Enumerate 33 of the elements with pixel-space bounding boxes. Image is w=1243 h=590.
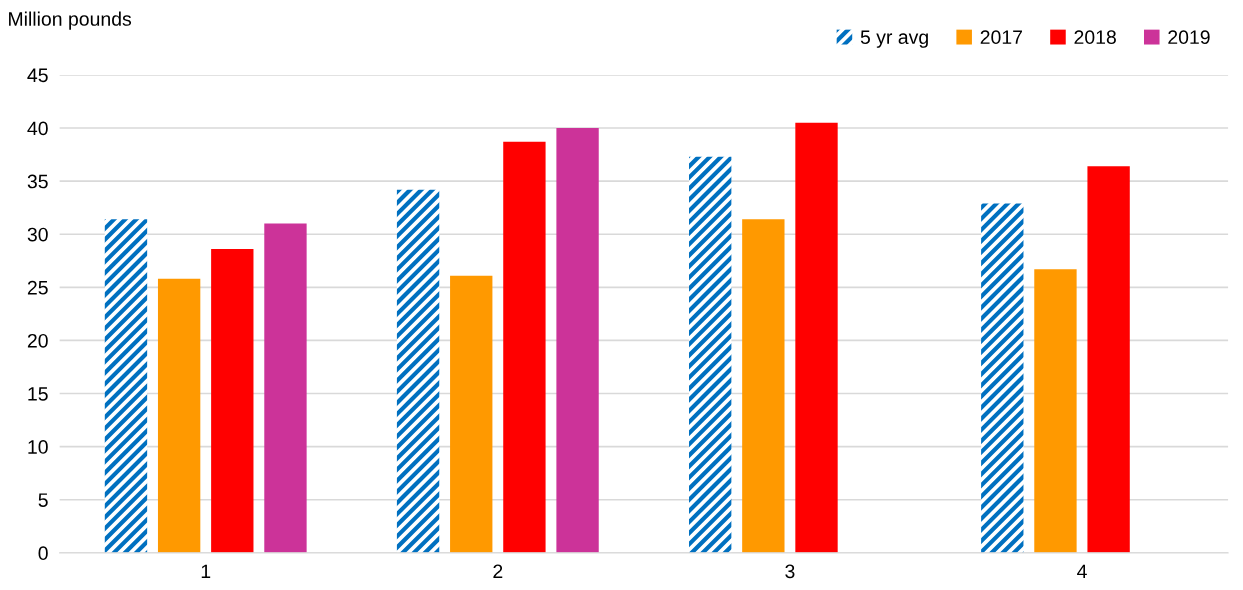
legend-label: 5 yr avg [860,30,928,48]
legend-label: 2018 [1074,30,1116,45]
legend-label: 2017 [980,30,1022,45]
x-tick-label: 4 [1077,564,1087,579]
bar [503,141,546,553]
y-tick-label: 10 [28,440,48,454]
y-tick-label: 25 [27,280,48,295]
bar [211,249,254,553]
y-tick-label: 5 [38,493,48,507]
legend-label: 2019 [1168,30,1210,45]
bar [450,275,493,553]
bar [556,128,599,553]
bar [1034,269,1077,553]
bar [742,219,785,553]
y-tick-label: 20 [27,333,48,348]
bar [157,278,201,553]
y-tick-label: 45 [27,68,48,83]
bar [795,122,838,553]
y-tick-label: 15 [28,387,48,401]
y-tick-label: 30 [27,227,48,242]
x-tick-label: 3 [785,564,795,579]
bar [264,223,307,553]
bar [1087,166,1130,553]
bar [396,189,440,553]
x-tick-label: 2 [493,564,503,579]
y-tick-label: 40 [27,121,48,136]
bar [104,219,148,553]
bar [689,156,732,553]
bar [981,203,1024,553]
y-axis-title: Million pounds [9,11,132,30]
x-tick-label: 1 [201,564,211,579]
y-tick-label: 35 [27,174,48,189]
y-tick-label: 0 [38,546,48,561]
